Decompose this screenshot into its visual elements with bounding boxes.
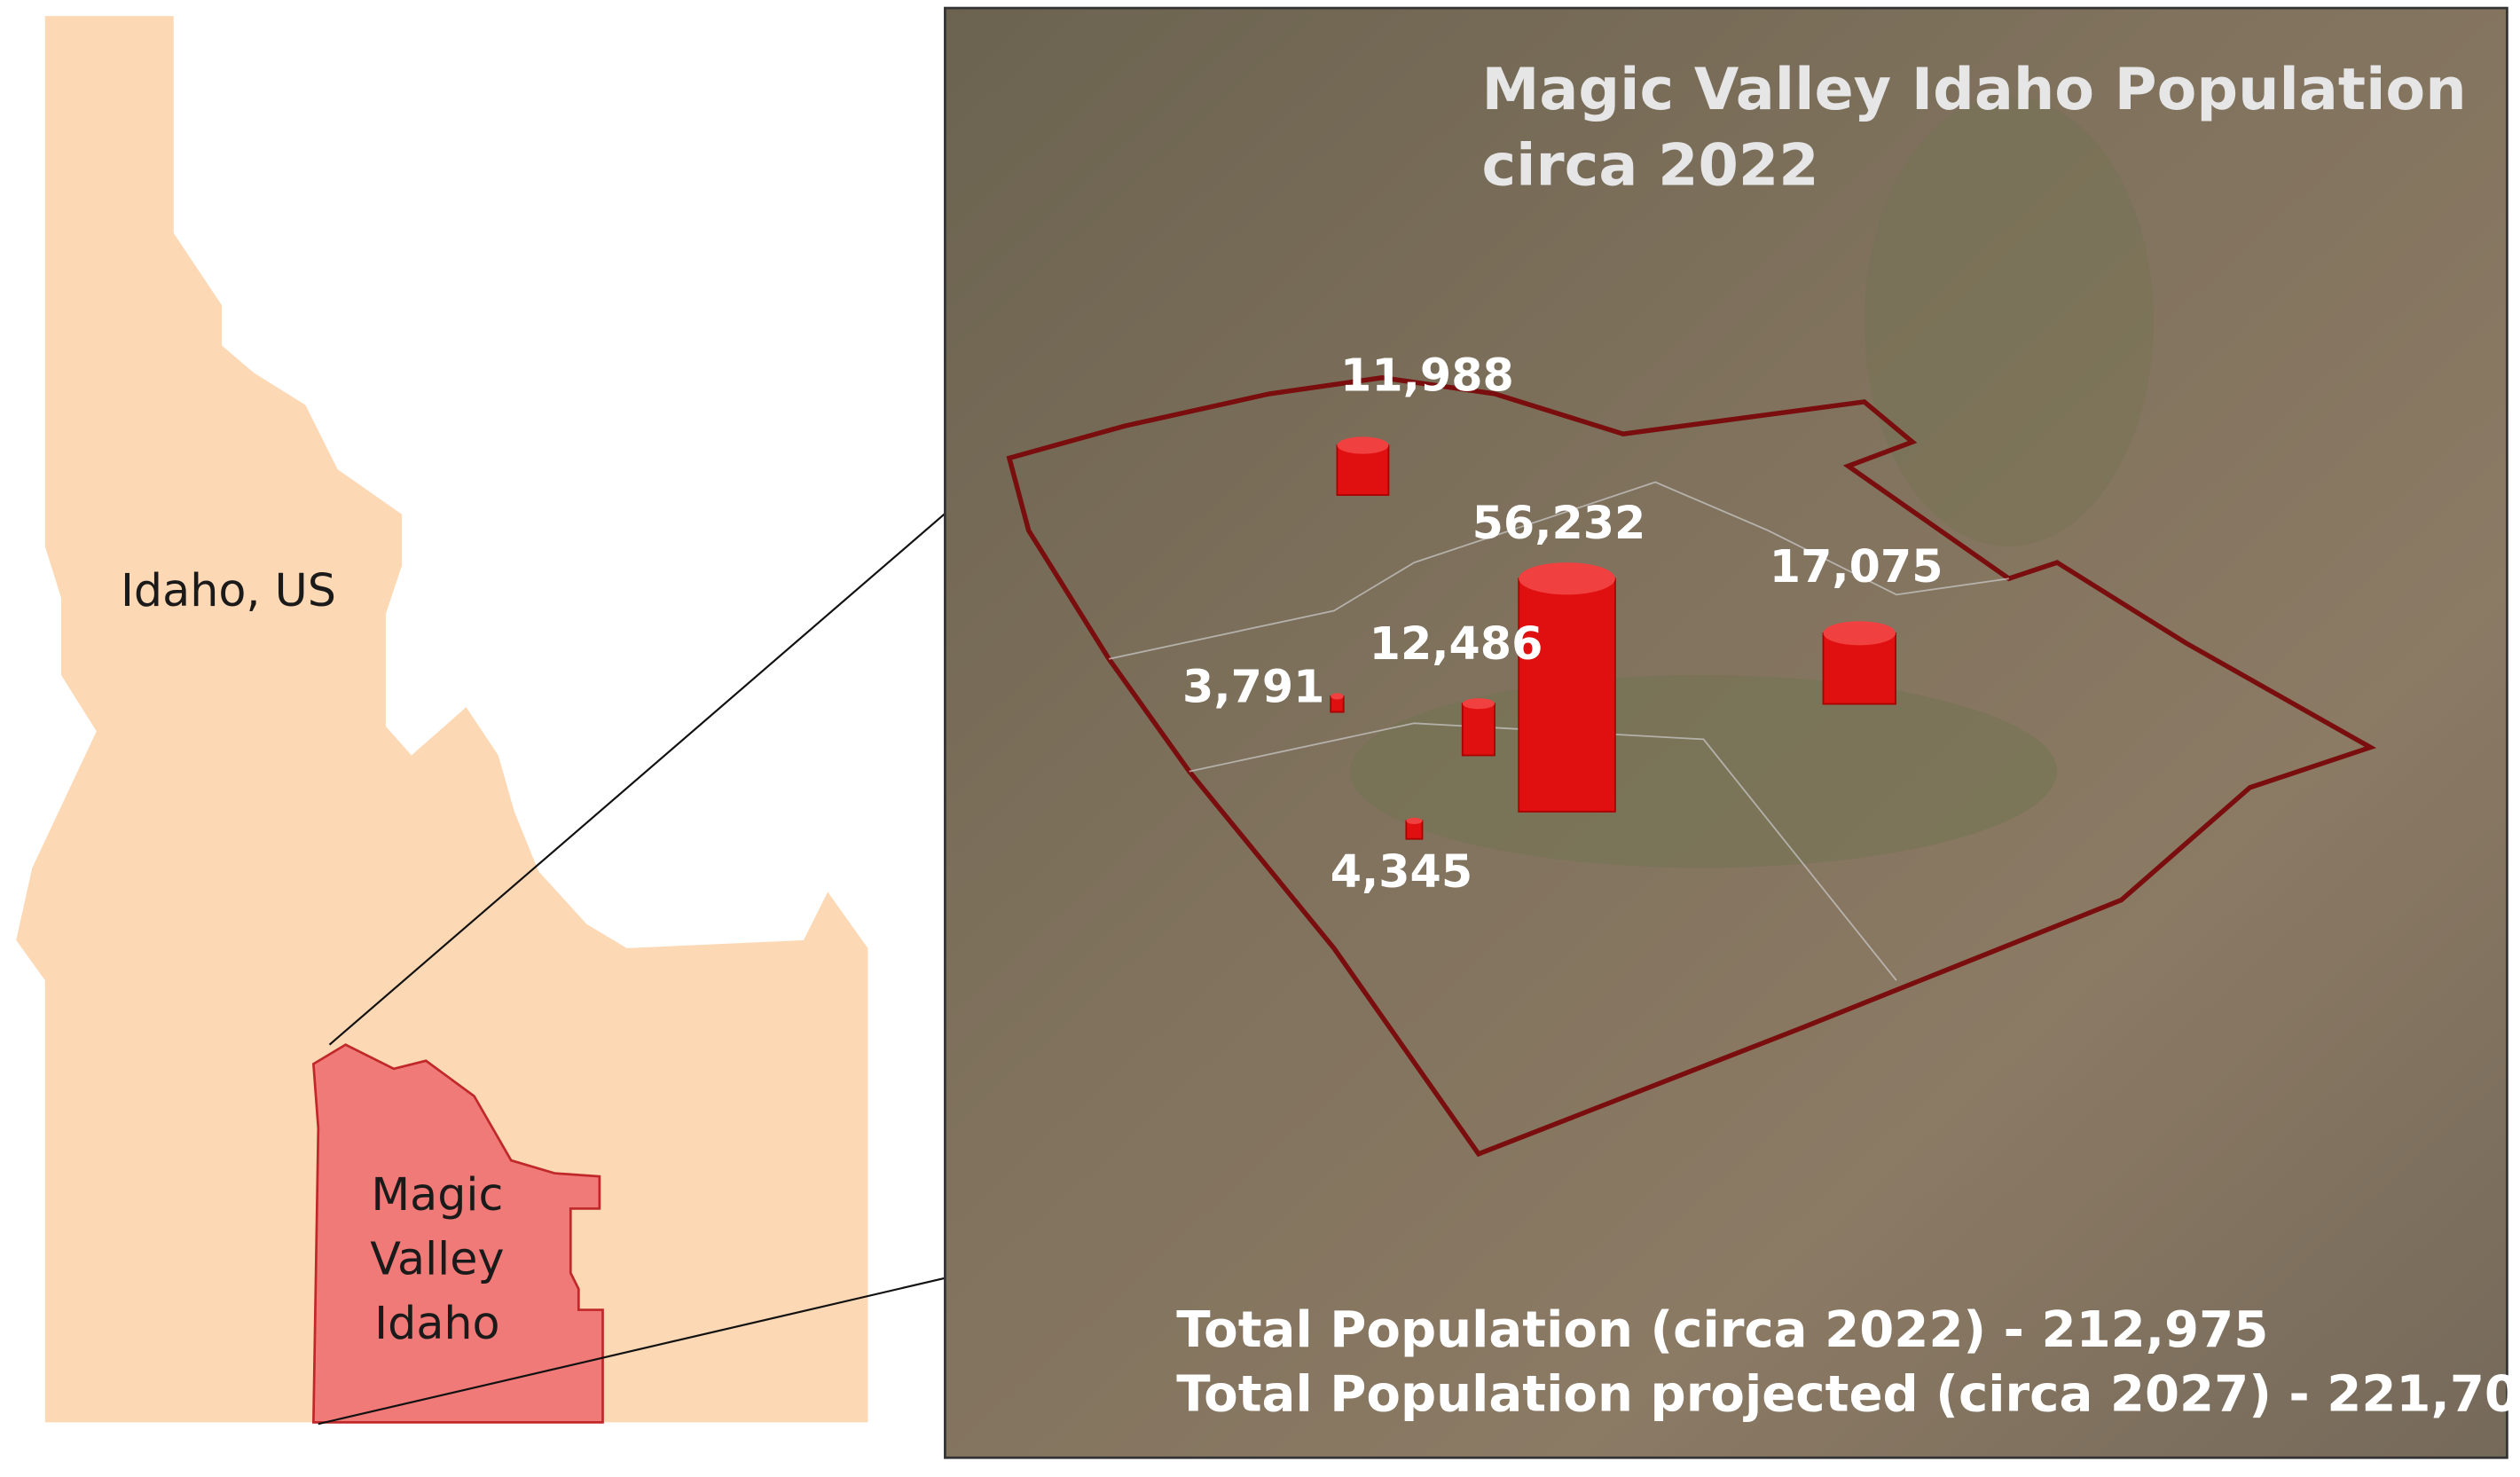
region-label: Idaho — [374, 1297, 499, 1349]
bar-top — [1462, 698, 1496, 710]
idaho-shape — [16, 16, 868, 1423]
terrain-background — [944, 6, 2508, 1459]
farmland — [1864, 96, 2154, 546]
county-line — [1109, 481, 2009, 660]
population-label: 11,988 — [1340, 349, 1514, 401]
map-title: Magic Valley Idaho Population — [1482, 56, 2467, 123]
region-label: Magic — [371, 1168, 503, 1221]
population-label: 4,345 — [1331, 845, 1472, 898]
farmland — [1349, 674, 2058, 868]
region-label: Valley — [370, 1233, 504, 1285]
population-label: 3,791 — [1182, 661, 1324, 713]
total-population: Total Population (circa 2022) - 212,975 — [1176, 1301, 2268, 1359]
population-label: 17,075 — [1770, 540, 1943, 593]
bar-top — [1519, 562, 1615, 595]
bar-top — [1406, 817, 1423, 825]
population-label: 56,232 — [1472, 497, 1646, 549]
state-label: Idaho, US — [121, 564, 336, 617]
region-outline — [1006, 375, 2377, 1158]
population-label: 12,486 — [1370, 617, 1543, 670]
total-population: Total Population projected (circa 2027) … — [1176, 1366, 2520, 1424]
terrain-map: Magic Valley Idaho Population circa 2022… — [944, 6, 2520, 1459]
bar-top — [1331, 693, 1344, 700]
idaho-map: Idaho, US Magic Valley Idaho — [16, 16, 868, 1424]
magic-valley-shape — [311, 1043, 604, 1424]
population-bar — [1518, 577, 1616, 813]
map-title: circa 2022 — [1482, 131, 1819, 199]
population-bar — [1461, 703, 1496, 757]
bar-top — [1337, 436, 1389, 454]
bar-top — [1823, 621, 1896, 646]
connector-line — [328, 457, 1010, 1046]
